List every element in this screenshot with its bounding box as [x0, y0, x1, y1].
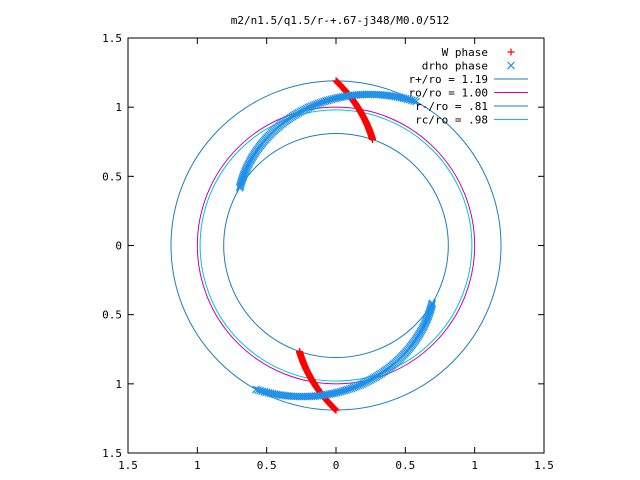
axis-ticks	[127, 37, 545, 454]
x-tick-label: 1	[194, 459, 201, 472]
drho-phase-point	[428, 299, 437, 308]
chart-title: m2/n1.5/q1.5/r-+.67-j348/M0.0/512	[231, 14, 450, 27]
drho-phase-point	[427, 300, 436, 309]
drho-phase-point	[427, 303, 436, 312]
legend-marker	[507, 48, 515, 56]
x-tick-label: 1.5	[118, 459, 138, 472]
drho-phase-point	[236, 182, 245, 191]
legend-label: rc/ro = .98	[415, 114, 488, 127]
circle-1	[196, 106, 476, 385]
circle-0-81	[223, 132, 449, 359]
x-tick-label: 0	[333, 459, 340, 472]
axis-tick-labels: 1.5 1 0.5 0 0.5 1 1.51.510.500.511.5	[102, 32, 554, 472]
y-tick-label: 0	[115, 240, 122, 253]
legend-label: r+/ro = 1.19	[409, 73, 488, 86]
drho-phase-point	[427, 302, 436, 311]
legend-marker	[507, 61, 515, 70]
y-tick-label: 1.5	[102, 447, 122, 460]
x-tick-label: 1	[471, 459, 478, 472]
drho-phase-point	[235, 183, 244, 192]
y-tick-label: 1	[115, 378, 122, 391]
x-tick-label: 1.5	[534, 459, 554, 472]
circle-0-98	[199, 109, 473, 382]
legend-label: W phase	[442, 46, 488, 59]
y-tick-label: 1	[115, 101, 122, 114]
legend-label: drho phase	[422, 60, 488, 73]
y-tick-label: 0.5	[102, 309, 122, 322]
y-tick-label: 0.5	[102, 170, 122, 183]
drho-phase-point	[236, 179, 245, 188]
x-tick-label: 0.5	[395, 459, 415, 472]
legend-label: ro/ro = 1.00	[409, 87, 488, 100]
phase-points	[235, 77, 437, 414]
drho-phase-point	[236, 180, 245, 189]
legend-label: r-/ro = .81	[415, 100, 488, 113]
drho-phase-point	[426, 306, 435, 315]
drho-phase-point	[237, 176, 246, 185]
circle-1-19	[170, 80, 502, 411]
drho-phase-point	[237, 178, 246, 186]
y-tick-label: 1.5	[102, 32, 122, 45]
x-tick-label: 0.5	[257, 459, 277, 472]
w-phase-point	[369, 136, 377, 144]
w-phase-point	[295, 347, 303, 355]
radius-circles	[170, 80, 502, 411]
drho-phase-point	[426, 305, 435, 313]
